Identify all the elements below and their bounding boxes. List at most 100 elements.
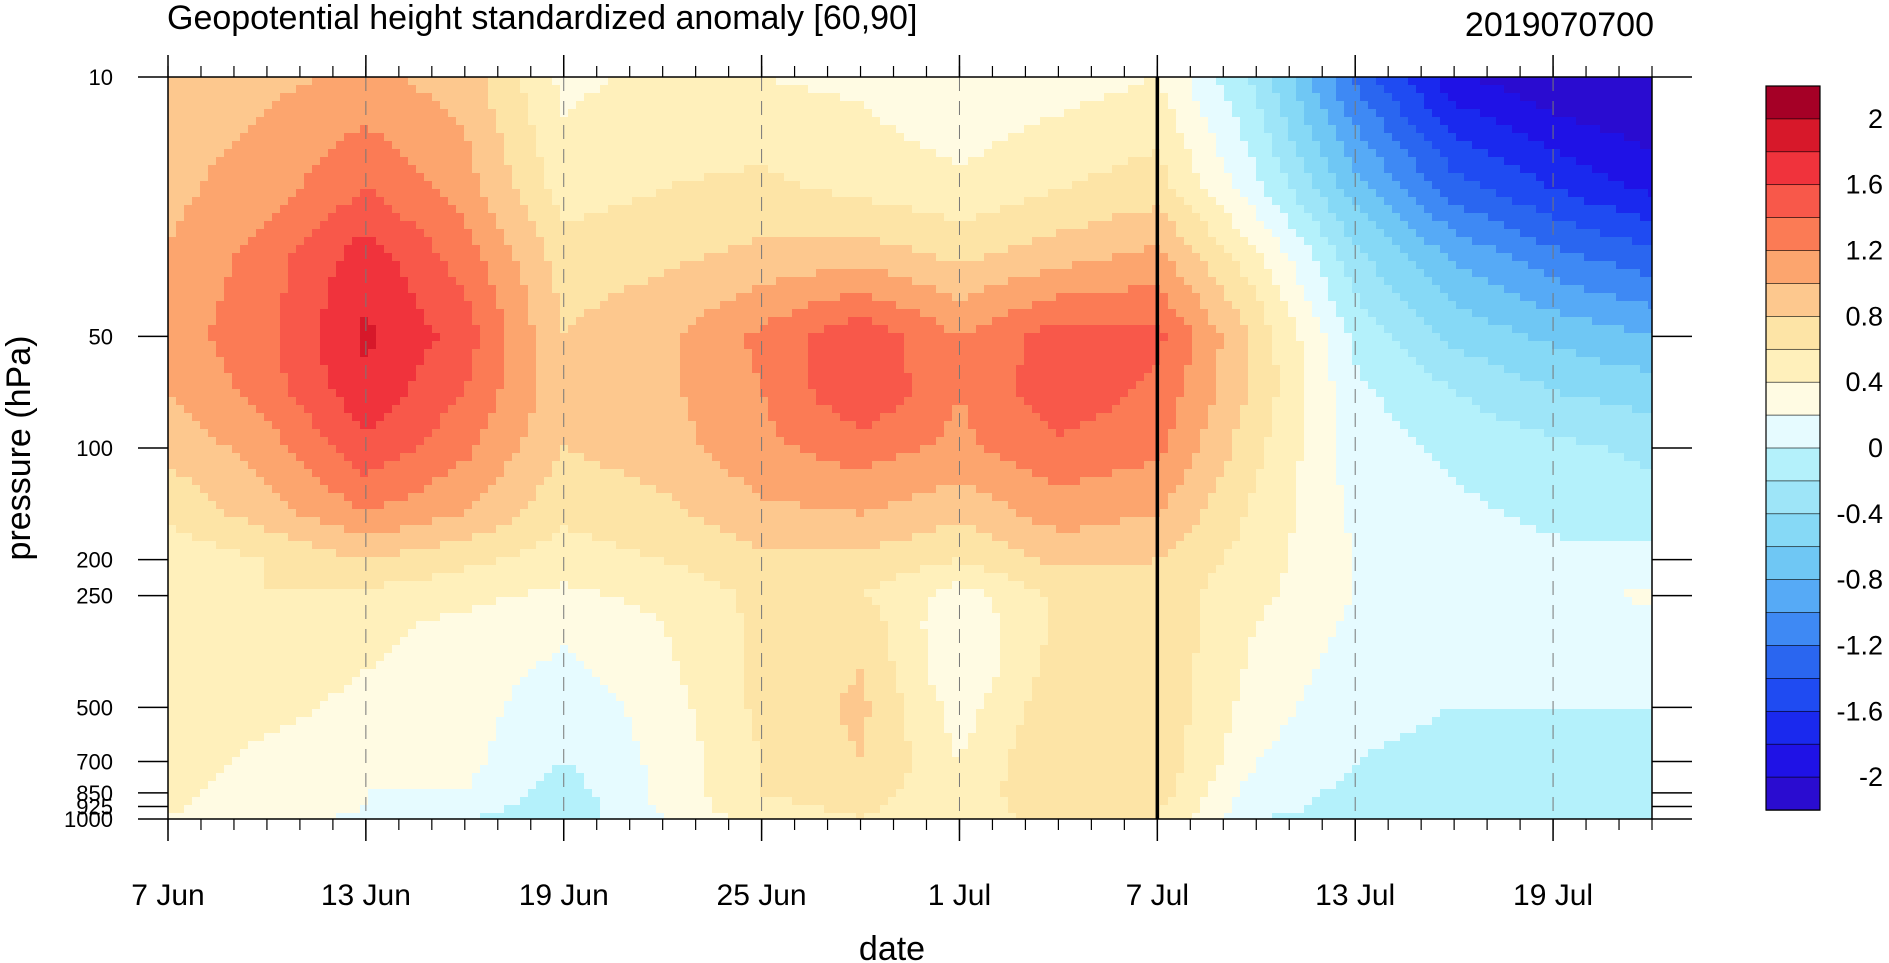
heatmap-cell [464, 245, 473, 254]
heatmap-cell [1144, 285, 1153, 294]
heatmap-cell [432, 125, 441, 134]
heatmap-cell [1392, 157, 1401, 166]
heatmap-cell [464, 117, 473, 126]
heatmap-cell [1320, 245, 1329, 254]
heatmap-cell [1512, 85, 1521, 94]
heatmap-cell [1272, 157, 1281, 166]
heatmap-cell [1296, 141, 1305, 150]
heatmap-cell [568, 229, 577, 238]
heatmap-cell [1616, 109, 1625, 118]
heatmap-cell [864, 261, 873, 270]
heatmap-cell [600, 157, 609, 166]
heatmap-cell [392, 285, 401, 294]
heatmap-cell [1520, 173, 1529, 182]
heatmap-cell [864, 125, 873, 134]
heatmap-cell [1536, 221, 1545, 230]
heatmap-cell [912, 93, 921, 102]
heatmap-cell [1336, 109, 1345, 118]
heatmap-cell [496, 173, 505, 182]
heatmap-cell [1112, 261, 1121, 270]
heatmap-cell [560, 269, 569, 278]
heatmap-cell [216, 221, 225, 230]
heatmap-cell [344, 205, 353, 214]
heatmap-cell [1320, 125, 1329, 134]
heatmap-cell [408, 149, 417, 158]
heatmap-cell [208, 101, 217, 110]
heatmap-cell [184, 141, 193, 150]
heatmap-cell [712, 261, 721, 270]
heatmap-cell [848, 85, 857, 94]
heatmap-cell [1488, 149, 1497, 158]
heatmap-cell [320, 285, 329, 294]
heatmap-cell [272, 253, 281, 262]
heatmap-cell [848, 285, 857, 294]
heatmap-cell [1464, 165, 1473, 174]
heatmap-cell [752, 181, 761, 190]
heatmap-cell [1360, 109, 1369, 118]
heatmap-cell [288, 213, 297, 222]
heatmap-cell [560, 253, 569, 262]
heatmap-cell [1424, 245, 1433, 254]
heatmap-cell [192, 93, 201, 102]
heatmap-cell [904, 261, 913, 270]
heatmap-cell [632, 285, 641, 294]
heatmap-cell [1400, 141, 1409, 150]
heatmap-cell [1112, 285, 1121, 294]
heatmap-cell [984, 181, 993, 190]
heatmap-cell [744, 133, 753, 142]
heatmap-cell [800, 133, 809, 142]
heatmap-cell [1176, 85, 1185, 94]
heatmap-cell [1248, 77, 1257, 86]
heatmap-cell [544, 229, 553, 238]
heatmap-cell [168, 285, 177, 294]
heatmap-cell [568, 181, 577, 190]
heatmap-cell [696, 101, 705, 110]
heatmap-cell [1504, 117, 1513, 126]
heatmap-cell [728, 117, 737, 126]
heatmap-cell [816, 77, 825, 86]
heatmap-cell [1536, 261, 1545, 270]
heatmap-cell [672, 93, 681, 102]
heatmap-cell [648, 205, 657, 214]
heatmap-cell [1024, 189, 1033, 198]
heatmap-cell [1160, 221, 1169, 230]
heatmap-cell [328, 141, 337, 150]
heatmap-cell [384, 269, 393, 278]
heatmap-cell [856, 261, 865, 270]
heatmap-cell [1512, 205, 1521, 214]
heatmap-cell [544, 133, 553, 142]
heatmap-cell [208, 189, 217, 198]
heatmap-cell [480, 125, 489, 134]
heatmap-cell [848, 133, 857, 142]
heatmap-cell [504, 77, 513, 86]
heatmap-cell [1280, 149, 1289, 158]
heatmap-cell [1096, 141, 1105, 150]
heatmap-cell [1040, 245, 1049, 254]
heatmap-cell [488, 117, 497, 126]
heatmap-cell [1224, 93, 1233, 102]
heatmap-cell [904, 133, 913, 142]
heatmap-cell [1456, 237, 1465, 246]
heatmap-cell [472, 77, 481, 86]
heatmap-cell [1272, 237, 1281, 246]
heatmap-cell [1328, 125, 1337, 134]
heatmap-cell [944, 181, 953, 190]
heatmap-cell [1312, 133, 1321, 142]
heatmap-cell [1520, 165, 1529, 174]
heatmap-cell [232, 141, 241, 150]
heatmap-cell [272, 117, 281, 126]
heatmap-cell [400, 85, 409, 94]
heatmap-cell [1272, 245, 1281, 254]
heatmap-cell [1056, 149, 1065, 158]
heatmap-cell [416, 149, 425, 158]
heatmap-cell [1488, 197, 1497, 206]
heatmap-cell [1168, 93, 1177, 102]
heatmap-cell [1032, 93, 1041, 102]
heatmap-cell [1016, 189, 1025, 198]
heatmap-cell [1304, 93, 1313, 102]
heatmap-cell [448, 101, 457, 110]
heatmap-cell [560, 109, 569, 118]
heatmap-cell [1616, 85, 1625, 94]
heatmap-cell [1288, 237, 1297, 246]
heatmap-cell [1208, 261, 1217, 270]
